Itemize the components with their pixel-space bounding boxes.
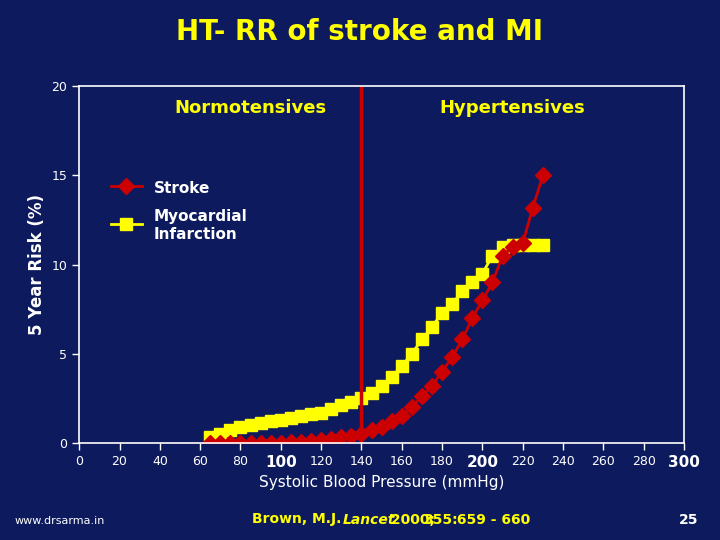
Text: Lancet: Lancet xyxy=(343,512,395,526)
Text: www.drsarma.in: www.drsarma.in xyxy=(14,516,105,526)
Text: Normotensives: Normotensives xyxy=(174,99,327,117)
Text: HT- RR of stroke and MI: HT- RR of stroke and MI xyxy=(176,18,544,46)
Text: 25: 25 xyxy=(679,512,698,526)
Legend: Stroke, Myocardial
Infarction: Stroke, Myocardial Infarction xyxy=(105,172,253,248)
X-axis label: Systolic Blood Pressure (mmHg): Systolic Blood Pressure (mmHg) xyxy=(259,475,504,490)
Y-axis label: 5 Year Risk (%): 5 Year Risk (%) xyxy=(28,194,46,335)
Text: Hypertensives: Hypertensives xyxy=(440,99,585,117)
Text: 2000;: 2000; xyxy=(386,512,440,526)
Text: 355:: 355: xyxy=(423,512,458,526)
Text: 659 - 660: 659 - 660 xyxy=(452,512,531,526)
Text: Brown, M.J.: Brown, M.J. xyxy=(252,512,346,526)
